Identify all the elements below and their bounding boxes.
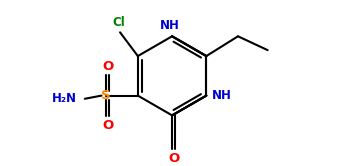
Text: H₂N: H₂N bbox=[52, 92, 77, 105]
Text: S: S bbox=[102, 89, 111, 102]
Text: O: O bbox=[102, 60, 113, 73]
Text: Cl: Cl bbox=[112, 16, 125, 29]
Text: O: O bbox=[102, 119, 113, 131]
Text: NH: NH bbox=[160, 19, 180, 32]
Text: NH: NH bbox=[212, 89, 232, 102]
Text: O: O bbox=[168, 152, 179, 165]
